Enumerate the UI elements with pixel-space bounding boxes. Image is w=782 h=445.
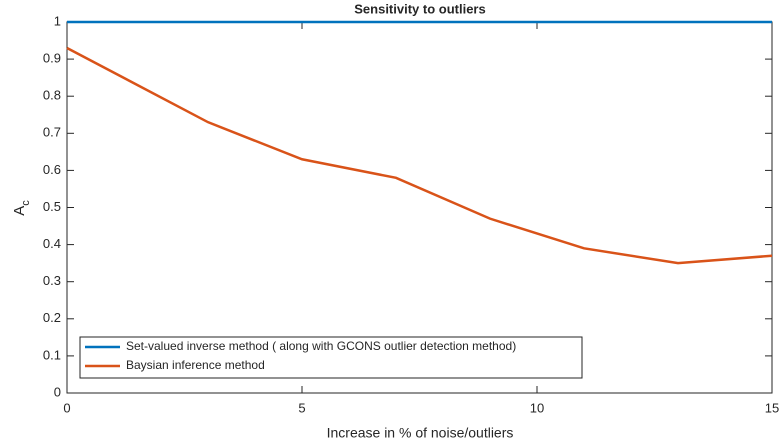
x-tick-label: 0 [63,400,70,415]
y-tick-label: 0.9 [43,51,61,66]
y-tick-label: 1 [54,13,61,28]
y-tick-label: 0.5 [43,199,61,214]
x-tick-label: 5 [298,400,305,415]
legend-label: Set-valued inverse method ( along with G… [126,339,516,353]
series-line [66,46,773,265]
x-tick-label: 10 [530,400,544,415]
x-axis-label: Increase in % of noise/outliers [327,425,514,441]
y-tick-label: 0.2 [43,310,61,325]
y-tick-label: 0.8 [43,88,61,103]
y-tick-label: 0.6 [43,162,61,177]
y-axis-label-sub: c [20,200,32,206]
x-tick-label: 15 [765,400,779,415]
y-tick-label: 0.7 [43,125,61,140]
chart-title: Sensitivity to outliers [354,1,485,16]
y-tick-label: 0.4 [43,236,61,251]
y-tick-label: 0.3 [43,273,61,288]
y-tick-label: 0 [54,384,61,399]
y-tick-label: 0.1 [43,347,61,362]
y-axis-label-main: A [11,206,28,216]
legend-label: Baysian inference method [126,358,265,372]
legend-box [79,336,583,379]
y-axis-label: Ac [11,200,32,216]
